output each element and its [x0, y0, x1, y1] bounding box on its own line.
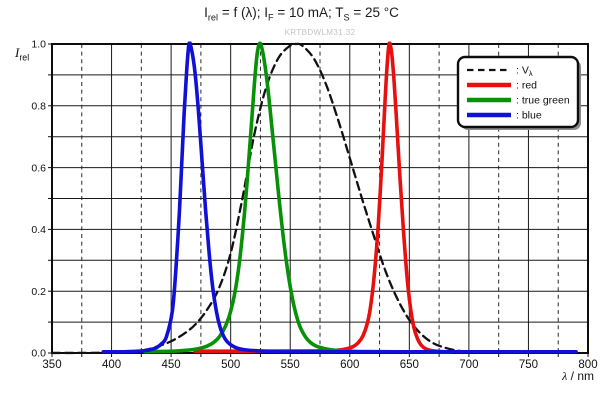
- x-tick-label: 650: [400, 359, 419, 371]
- x-tick-label: 800: [578, 359, 597, 371]
- curve-blue: [101, 41, 578, 354]
- legend-entry-red: : red: [467, 80, 537, 92]
- x-tick-label: 400: [102, 359, 121, 371]
- y-tick-label: 0.0: [31, 348, 46, 360]
- legend-label-blue: : blue: [516, 110, 542, 122]
- legend-label-red: : red: [516, 80, 537, 92]
- x-tick-label: 350: [42, 359, 61, 371]
- grid: [52, 44, 588, 353]
- x-tick-label: 600: [340, 359, 359, 371]
- x-axis-title: λ / nm: [562, 369, 594, 383]
- curves: [50, 41, 578, 355]
- x-tick-label: 750: [519, 359, 538, 371]
- y-tick-label: 0.8: [31, 101, 46, 113]
- legend-entry-true-green: : true green: [467, 95, 570, 107]
- y-tick-label: 0.6: [31, 162, 46, 174]
- curve-true-green: [143, 41, 453, 354]
- axis-labels: 350 400 450 500 550 600 650 700 750 800 0.0 0.2 0.4 0…: [31, 39, 597, 371]
- y-tick-label: 1.0: [31, 39, 46, 51]
- legend-label-v-lambda: : Vλ: [516, 65, 533, 79]
- x-tick-label: 550: [281, 359, 300, 371]
- legend-entry-v-lambda: : Vλ: [467, 65, 533, 79]
- legend-label-true-green: : true green: [516, 95, 570, 107]
- legend: : Vλ: red : true green : blue: [456, 55, 581, 130]
- x-tick-label: 700: [459, 359, 478, 371]
- watermark-text: KRTBDWLM31.32: [284, 28, 356, 37]
- y-tick-label: 0.4: [31, 224, 46, 236]
- chart-title: Irel = f (λ); IF = 10 mA; TS = 25 °C: [204, 5, 399, 23]
- legend-box: [456, 55, 580, 129]
- x-tick-label: 500: [221, 359, 240, 371]
- y-axis-title: Irel: [15, 45, 30, 63]
- legend-entry-blue: : blue: [467, 110, 542, 122]
- x-tick-label: 450: [162, 359, 181, 371]
- y-tick-label: 0.2: [31, 286, 46, 298]
